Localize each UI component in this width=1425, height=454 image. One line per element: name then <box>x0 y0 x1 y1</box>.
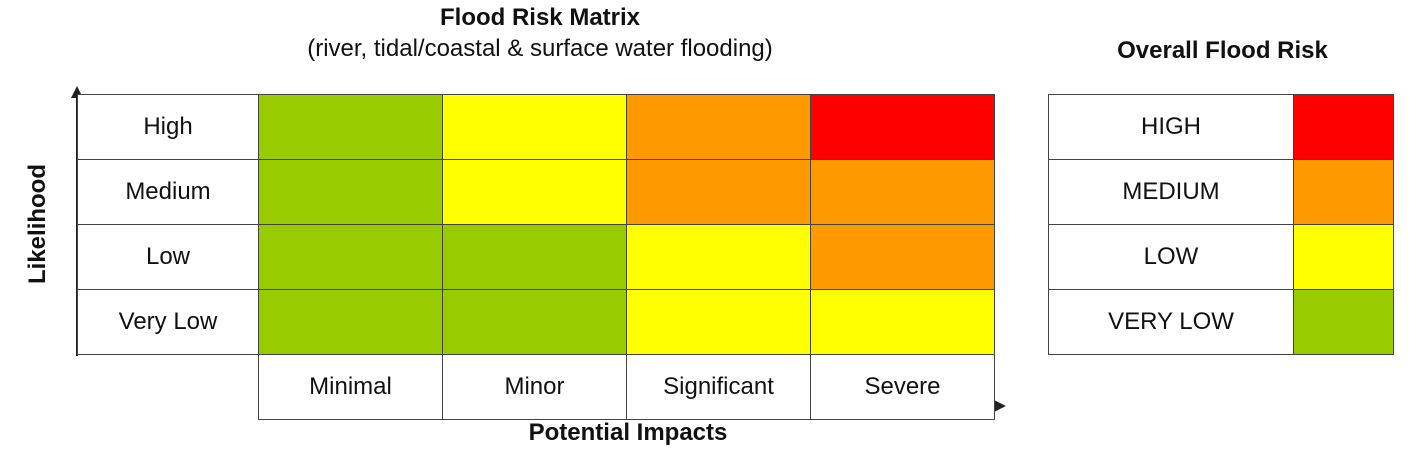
legend-row: HIGH <box>1048 94 1394 160</box>
likelihood-label: Low <box>77 224 259 290</box>
matrix-row: Low <box>77 224 995 290</box>
risk-cell <box>810 289 995 355</box>
legend-swatch <box>1293 289 1394 355</box>
legend-label: MEDIUM <box>1048 159 1294 225</box>
likelihood-label: High <box>77 94 259 160</box>
risk-cell <box>258 224 443 290</box>
risk-cell <box>626 159 811 225</box>
risk-cell <box>258 159 443 225</box>
risk-cell <box>810 94 995 160</box>
risk-cell <box>442 224 627 290</box>
matrix-title: Flood Risk Matrix <box>439 4 641 31</box>
impact-header-row: Minimal Minor Significant Severe <box>78 354 995 420</box>
x-axis-label: Potential Impacts <box>528 419 728 446</box>
risk-cell <box>442 94 627 160</box>
risk-cell <box>442 159 627 225</box>
likelihood-label: Very Low <box>77 289 259 355</box>
legend-row: VERY LOW <box>1048 289 1394 355</box>
risk-cell <box>626 94 811 160</box>
x-axis-arrowhead <box>994 400 1006 412</box>
impact-label: Minor <box>442 354 627 420</box>
legend-row: LOW <box>1048 224 1394 290</box>
legend-label: LOW <box>1048 224 1294 290</box>
risk-cell <box>810 159 995 225</box>
legend-swatch <box>1293 159 1394 225</box>
matrix-row: High <box>77 94 995 160</box>
likelihood-label: Medium <box>77 159 259 225</box>
impact-label: Severe <box>810 354 995 420</box>
corner-blank <box>78 355 259 420</box>
impact-label: Minimal <box>258 354 443 420</box>
risk-cell <box>810 224 995 290</box>
legend-title: Overall Flood Risk <box>1117 37 1328 64</box>
risk-cell <box>258 94 443 160</box>
legend-swatch <box>1293 224 1394 290</box>
risk-cell <box>626 289 811 355</box>
risk-cell <box>258 289 443 355</box>
legend-swatch <box>1293 94 1394 160</box>
legend-label: VERY LOW <box>1048 289 1294 355</box>
matrix-row: Medium <box>77 159 995 225</box>
legend-row: MEDIUM <box>1048 159 1394 225</box>
matrix-row: Very Low <box>77 289 995 355</box>
risk-cell <box>626 224 811 290</box>
matrix-subtitle: (river, tidal/coastal & surface water fl… <box>307 35 773 62</box>
impact-label: Significant <box>626 354 811 420</box>
legend-label: HIGH <box>1048 94 1294 160</box>
risk-matrix: High Medium Low Very Low <box>77 94 995 420</box>
risk-legend: HIGH MEDIUM LOW VERY LOW <box>1048 94 1394 355</box>
risk-cell <box>442 289 627 355</box>
